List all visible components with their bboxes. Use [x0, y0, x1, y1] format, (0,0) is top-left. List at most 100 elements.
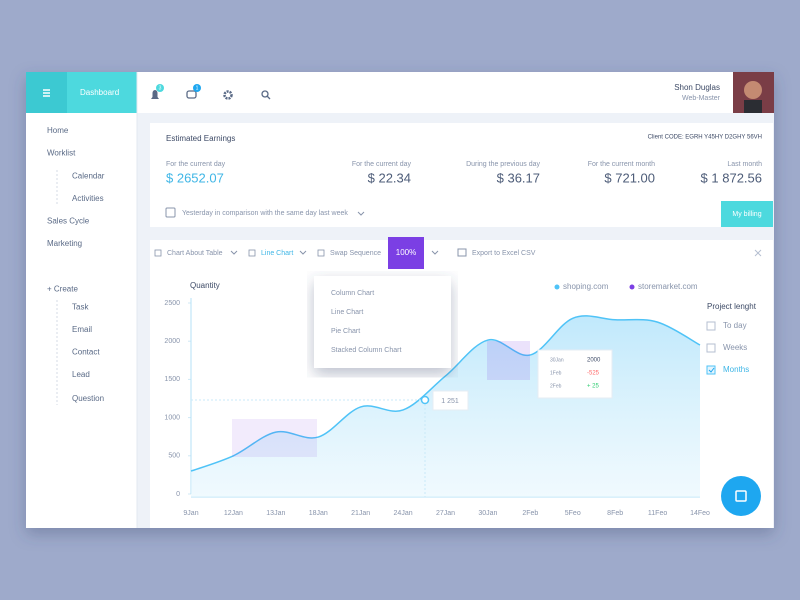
option-label[interactable]: Weeks	[723, 343, 747, 352]
plot: Quantity 0 500 1000 1500 2000 2500 9Jan 12Jan 13J…	[164, 281, 756, 517]
x-tick-label: 13Jan	[266, 510, 285, 517]
earnings-title: Estimated Earnings	[166, 134, 235, 143]
x-tick-label: 5Feo	[565, 510, 581, 517]
nav-item[interactable]: Lead	[72, 370, 90, 379]
dropdown-item[interactable]: Stacked Column Chart	[331, 347, 401, 354]
nav-item[interactable]: Activities	[72, 194, 104, 203]
badge-count: 3	[159, 85, 162, 91]
earning-label: For the current day	[352, 161, 412, 168]
save-button[interactable]	[721, 476, 761, 516]
earning-label: During the previous day	[466, 161, 540, 168]
nav-item[interactable]: Task	[72, 302, 89, 311]
tooltip-key: 1Feb	[550, 370, 562, 376]
earning-label: For the current month	[588, 161, 655, 168]
menu-icon	[43, 89, 50, 97]
dropdown-item[interactable]: Pie Chart	[331, 328, 360, 335]
nav-item[interactable]: Contact	[72, 348, 100, 357]
y-tick-label: 2500	[164, 300, 180, 307]
y-tick-label: 0	[176, 491, 180, 498]
calendar-icon	[165, 207, 176, 218]
y-axis-title: Quantity	[190, 281, 220, 290]
badge-count: 1	[196, 85, 199, 91]
check	[708, 367, 715, 373]
toolbar: Chart About Table Line Chart Swap Sequence	[154, 249, 381, 257]
settings-icon[interactable]	[223, 90, 233, 100]
export[interactable]: Export to Excel CSV	[472, 250, 536, 257]
x-tick-label: 9Jan	[183, 510, 198, 517]
checkbox[interactable]	[706, 343, 716, 353]
earning-value: $ 2652.07	[166, 170, 224, 185]
comparison[interactable]: Yesterday in comparison with the same da…	[182, 210, 348, 217]
nav-item[interactable]: Calendar	[72, 171, 105, 180]
toolbar-item[interactable]: Line Chart	[261, 250, 293, 257]
caret	[299, 250, 307, 255]
callout	[432, 390, 469, 411]
brand: Dashboard	[80, 88, 119, 97]
checkbox[interactable]	[706, 321, 716, 331]
nav-item[interactable]: Home	[47, 126, 69, 135]
earning-value: $ 36.17	[497, 170, 540, 185]
x-tick-label: 24Jan	[394, 510, 413, 517]
x-tick-label: 8Feb	[607, 510, 623, 517]
earning-value: $ 721.00	[604, 170, 655, 185]
earning-value: $ 22.34	[368, 170, 411, 185]
x-tick-label: 2Feb	[522, 510, 538, 517]
options-title: Project lenght	[707, 302, 757, 311]
tooltip-key: 2Feb	[550, 383, 562, 389]
legend-label: storemarket.com	[638, 282, 698, 291]
tooltip-value: + 25	[587, 384, 600, 390]
highlight	[487, 341, 530, 380]
x-tick-label: 12Jan	[224, 510, 243, 517]
header-icons: 3 1	[151, 84, 271, 100]
y-tick-label: 1500	[164, 376, 180, 383]
dropdown-items: Column Chart Line Chart Pie Chart Stacked C…	[331, 290, 401, 354]
tooltip-value: 2000	[587, 358, 601, 364]
zoom[interactable]	[388, 237, 424, 269]
option-label[interactable]: Months	[723, 365, 749, 374]
dropdown-item[interactable]: Line Chart	[331, 309, 363, 316]
dropdown	[314, 276, 451, 368]
toolbar-item[interactable]: Swap Sequence	[330, 250, 381, 257]
caret	[230, 250, 238, 255]
earnings-panel	[150, 123, 773, 227]
x-tick-label: 27Jan	[436, 510, 455, 517]
callout-label: 1 251	[441, 398, 459, 405]
legend-label: shoping.com	[563, 282, 609, 291]
bell-icon[interactable]	[151, 90, 159, 99]
tooltip-value: -525	[587, 371, 600, 377]
badge	[193, 84, 201, 92]
nav-item[interactable]: + Create	[47, 284, 78, 293]
tooltip	[537, 349, 613, 399]
nav-item[interactable]: Worklist	[47, 149, 76, 158]
highlight	[232, 419, 317, 457]
toolbar-item[interactable]: Chart About Table	[167, 250, 223, 257]
nav-item[interactable]: Question	[72, 394, 104, 403]
option-label[interactable]: To day	[723, 321, 747, 330]
nav-item[interactable]: Marketing	[47, 239, 82, 248]
billing-button[interactable]	[721, 201, 773, 227]
checkbox[interactable]	[706, 365, 716, 375]
close[interactable]	[754, 249, 762, 257]
earning-value: $ 1 872.56	[701, 170, 762, 185]
x-tick-label: 30Jan	[478, 510, 497, 517]
sidebar: Home Worklist Calendar Activities Sales Cycl…	[47, 126, 105, 405]
focus-point	[420, 395, 430, 405]
client-code: Client CODE: EGRH Y45HY D2GHY 56VH	[648, 135, 762, 141]
line	[190, 315, 701, 472]
user-role: Web-Master	[682, 95, 721, 102]
search-icon[interactable]	[261, 90, 269, 98]
chat-icon[interactable]	[186, 90, 197, 99]
x-tick-label: 14Feo	[690, 510, 710, 517]
dropdown-item[interactable]: Column Chart	[331, 290, 374, 297]
x-tick-label: 21Jan	[351, 510, 370, 517]
nav-item[interactable]: Email	[72, 325, 92, 334]
nav-item[interactable]: Sales Cycle	[47, 217, 90, 226]
billing-label: My billing	[732, 211, 761, 218]
earning-label: Last month	[727, 161, 762, 168]
earning-label: For the current day	[166, 161, 226, 168]
toolbar-icon	[317, 249, 325, 257]
y-tick-label: 2000	[164, 338, 180, 345]
legend-dot	[629, 284, 635, 290]
